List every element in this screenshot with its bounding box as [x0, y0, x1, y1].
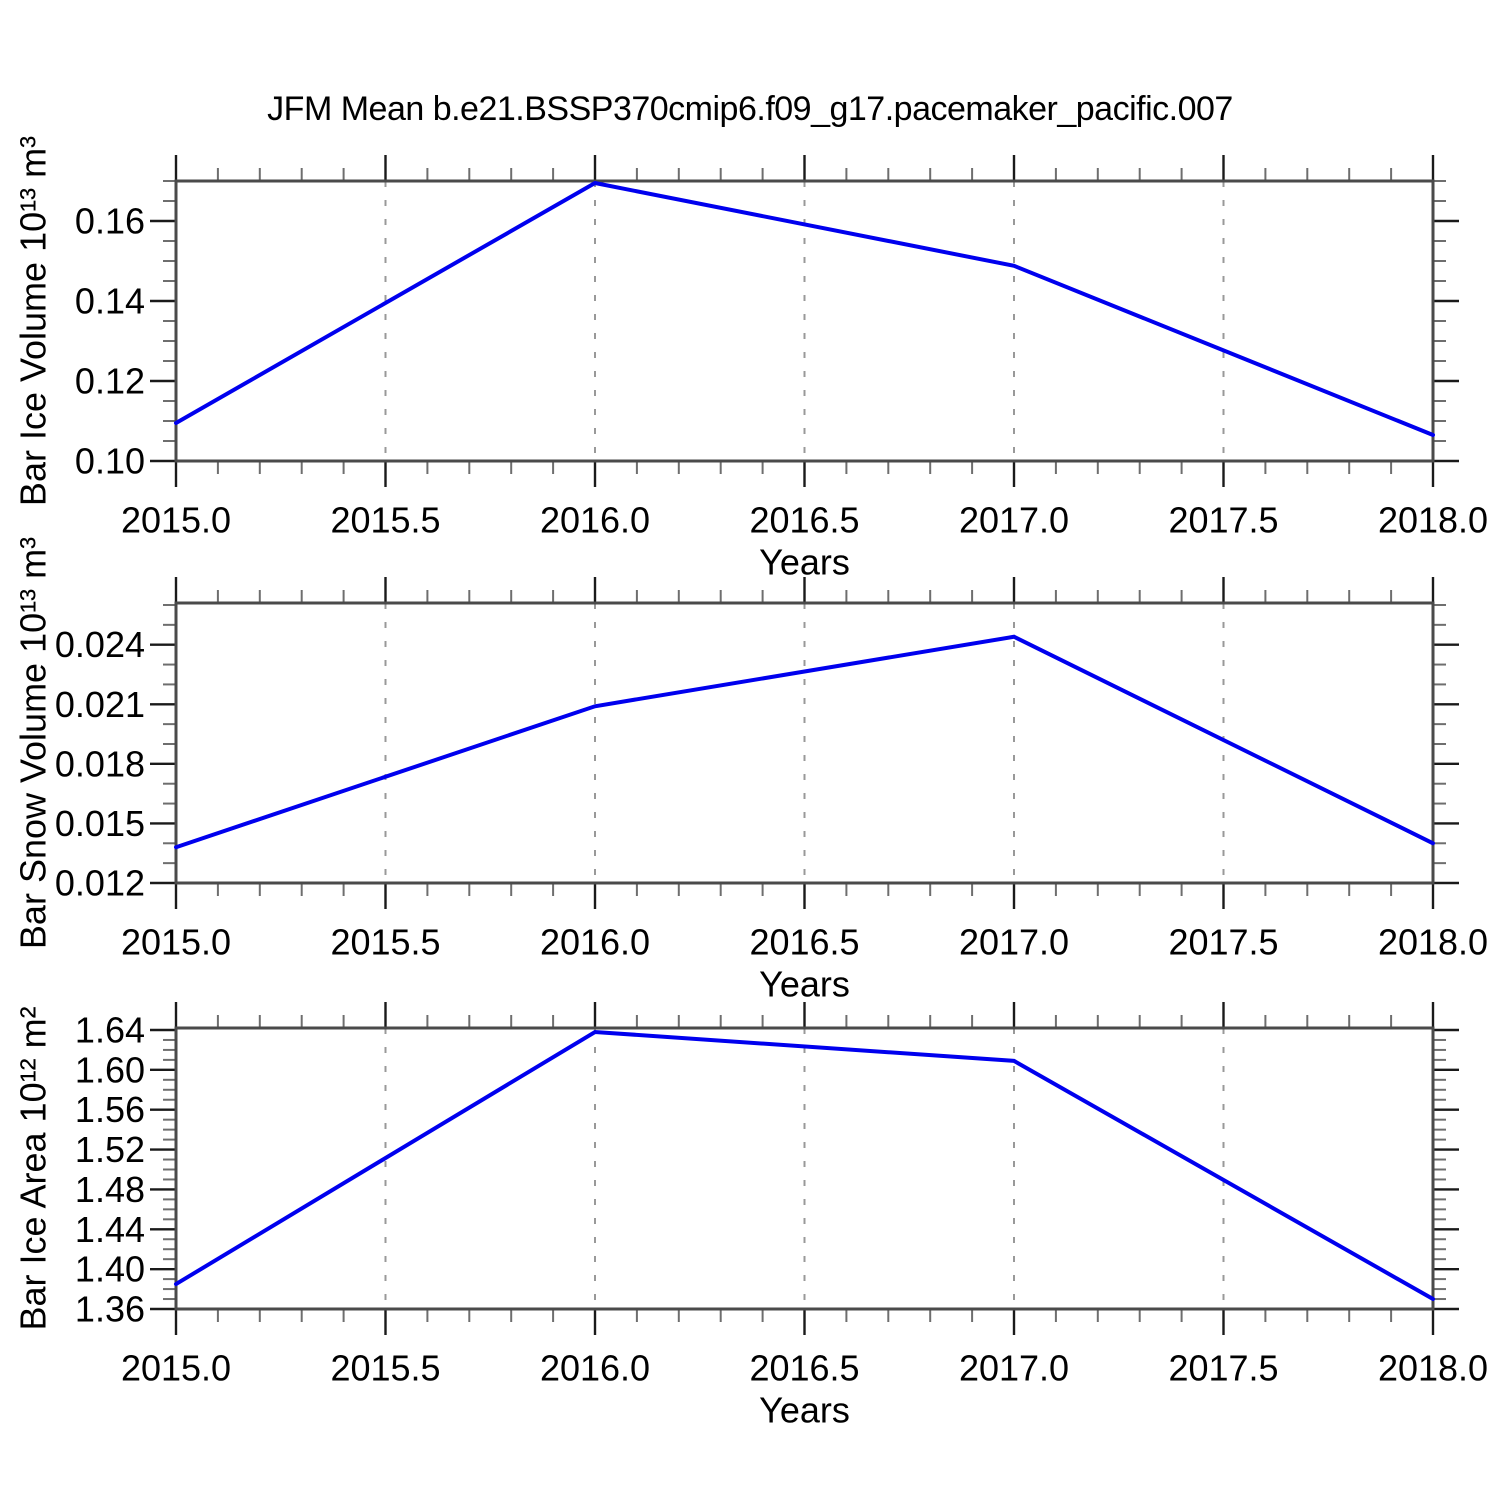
x-tick-label: 2016.5: [749, 500, 859, 541]
x-tick-label: 2017.0: [959, 1348, 1069, 1389]
x-tick-label: 2015.5: [330, 500, 440, 541]
panel-3: 1.361.401.441.481.521.561.601.64 2015.0 20…: [13, 1002, 1488, 1431]
y-tick-label: 1.36: [75, 1289, 145, 1330]
x-tick-label: 2016.5: [749, 1348, 859, 1389]
y-tick-label: 0.012: [55, 863, 145, 904]
y-tick-label: 1.56: [75, 1089, 145, 1130]
x-tick-label: 2015.0: [121, 922, 231, 963]
x-tick-label: 2016.5: [749, 922, 859, 963]
y-tick-label: 1.40: [75, 1249, 145, 1290]
data-line: [174, 634, 1435, 850]
x-tick-label: 2016.0: [540, 500, 650, 541]
x-tick-label: 2016.0: [540, 1348, 650, 1389]
x-axis-title: Years: [759, 964, 850, 1005]
y-tick-label: 0.16: [75, 201, 145, 242]
figure-title: JFM Mean b.e21.BSSP370cmip6.f09_g17.pace…: [267, 90, 1233, 128]
data-line: [174, 180, 1435, 437]
x-tick-label: 2017.5: [1168, 500, 1278, 541]
x-tick-label: 2017.5: [1168, 922, 1278, 963]
plot-frame: [174, 1026, 1435, 1311]
x-tick-label: 2017.0: [959, 922, 1069, 963]
x-tick-label: 2018.0: [1378, 1348, 1488, 1389]
panel-1: 0.10 0.12 0.14 0.16 2015.0 2015.5 2016.0 2016.5…: [13, 136, 1489, 583]
x-tick-label: 2018.0: [1378, 922, 1488, 963]
x-tick-label: 2017.5: [1168, 1348, 1278, 1389]
x-tick-label: 2015.0: [121, 1348, 231, 1389]
y-tick-label: 1.44: [75, 1209, 145, 1250]
y-tick-label: 1.64: [75, 1009, 145, 1050]
x-tick-label: 2016.0: [540, 922, 650, 963]
y-axis-title: Bar Snow Volume 10¹³ m³: [13, 537, 54, 949]
plot-frame: [174, 179, 1435, 463]
x-axis-title: Years: [759, 1390, 850, 1431]
x-tick-label: 2017.0: [959, 500, 1069, 541]
x-tick-label: 2015.5: [330, 922, 440, 963]
x-axis-title: Years: [759, 542, 850, 583]
y-tick-label: 0.015: [55, 803, 145, 844]
y-tick-label: 0.021: [55, 684, 145, 725]
y-tick-label: 0.024: [55, 624, 145, 665]
y-tick-label: 0.12: [75, 361, 145, 402]
x-tick-label: 2018.0: [1378, 500, 1488, 541]
y-tick-label: 0.14: [75, 281, 145, 322]
x-tick-label: 2015.5: [330, 1348, 440, 1389]
data-line: [174, 1029, 1435, 1302]
y-tick-label: 1.52: [75, 1129, 145, 1170]
y-axis-title: Bar Ice Area 10¹² m²: [13, 1006, 54, 1330]
panel-2: 0.012 0.015 0.018 0.021 0.024 2015.0 2015.5 201…: [13, 537, 1489, 1005]
y-tick-label: 0.018: [55, 743, 145, 784]
y-tick-label: 1.48: [75, 1169, 145, 1210]
y-axis-title: Bar Ice Volume 10¹³ m³: [13, 136, 54, 506]
plot-frame: [174, 601, 1435, 885]
x-tick-label: 2015.0: [121, 500, 231, 541]
y-tick-label: 0.10: [75, 441, 145, 482]
y-tick-label: 1.60: [75, 1049, 145, 1090]
